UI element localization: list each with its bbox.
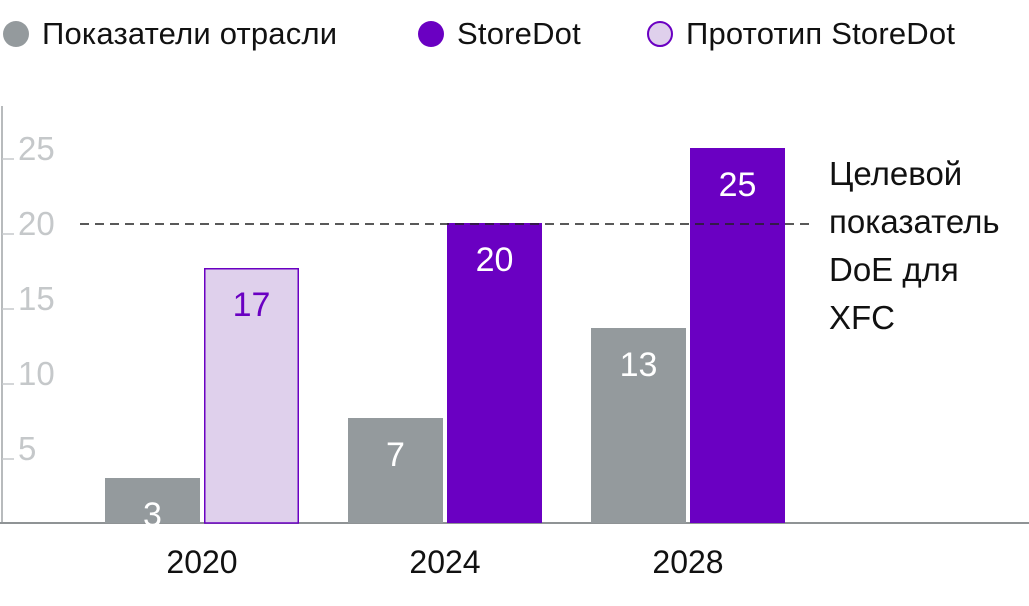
legend-item-prototype: Прототип StoreDot [647, 16, 955, 52]
bars: 3 17 7 20 13 25 [105, 148, 785, 534]
y-tick-label: 15 [18, 280, 55, 317]
reference-label-line-2: показатель [829, 203, 1000, 240]
reference-line-label: Целевой показатель DoE для XFC [829, 150, 1000, 342]
bar-value-label: 13 [620, 346, 658, 384]
x-tick-label: 2020 [166, 544, 237, 580]
legend-label-prototype: Прототип StoreDot [686, 16, 956, 51]
bar-2028-series-0 [591, 328, 686, 523]
bar-2024-series-0 [348, 418, 443, 523]
legend-label-storedot: StoreDot [457, 16, 581, 51]
bar-value-label: 3 [143, 496, 162, 534]
legend-swatch-storedot [418, 21, 444, 47]
y-tick-label: 20 [18, 205, 55, 242]
reference-label-line-1: Целевой [829, 155, 963, 192]
bar-2020-series-0 [105, 478, 200, 523]
x-tick-label: 2028 [652, 544, 723, 580]
bar-value-label: 25 [719, 166, 757, 204]
axes: 5 10 15 20 25 2020 2024 2028 [0, 106, 1029, 580]
bar-2020-series-2 [204, 268, 299, 524]
legend-item-storedot: StoreDot [418, 16, 581, 52]
reference-label-line-4: XFC [829, 299, 895, 336]
reference-label-line-3: DoE для [829, 251, 959, 288]
legend-item-industry: Показатели отрасли [3, 16, 337, 52]
y-tick-label: 10 [18, 355, 55, 392]
bar-2028-series-1 [690, 148, 785, 523]
legend-label-industry: Показатели отрасли [42, 16, 338, 51]
x-tick-label: 2024 [409, 544, 480, 580]
y-tick-label: 5 [18, 430, 36, 467]
bar-value-label: 20 [476, 241, 514, 279]
legend-swatch-industry [3, 21, 29, 47]
y-tick-label: 25 [18, 130, 55, 167]
bar-2024-series-1 [447, 223, 542, 523]
bar-value-label: 17 [233, 286, 271, 324]
legend-swatch-prototype [647, 21, 673, 47]
bar-value-label: 7 [386, 436, 405, 474]
